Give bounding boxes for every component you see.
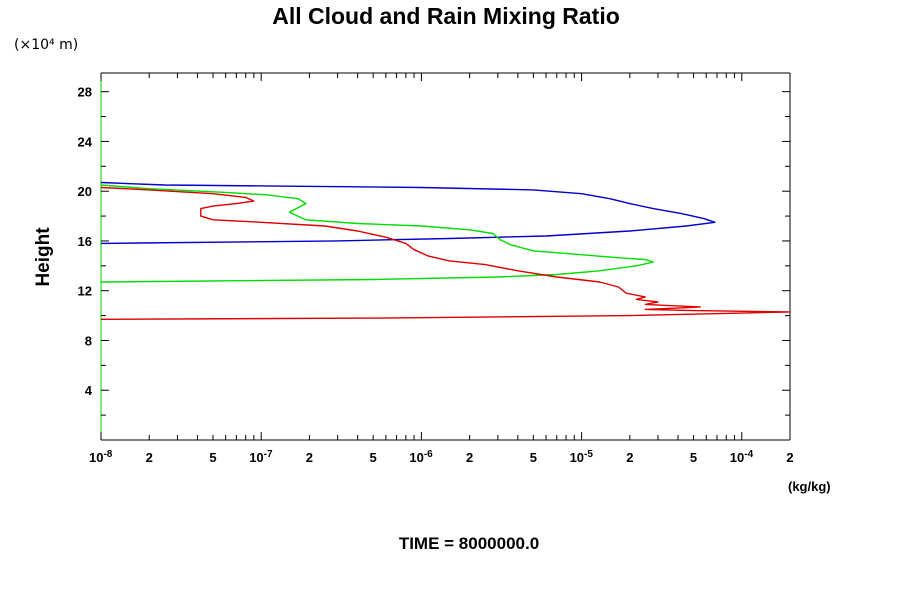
axis-ticks [100,73,791,440]
y-tick-label: 28 [78,85,92,100]
x-tick-label: 10-4 [730,449,754,465]
series-line-2 [100,184,654,283]
x-tick-label: 2 [786,450,793,465]
x-unit-label: (kg/kg) [788,479,831,494]
y-tick-label: 12 [78,284,92,299]
y-tick-label: 24 [78,134,93,149]
x-tick-label: 10-5 [570,449,594,465]
x-tick-label: 10-7 [249,449,273,465]
y-axis-label: Height [33,227,54,287]
x-tick-label: 2 [146,450,153,465]
x-tick-label: 2 [626,450,633,465]
series-line-3 [100,186,791,320]
time-label: TIME = 8000000.0 [399,534,539,553]
plot-frame [100,72,791,441]
x-tick-label: 10-8 [89,449,113,465]
x-tick-label: 5 [370,450,377,465]
y-tick-label: 8 [85,333,92,348]
tick-labels: 4 8 12 16 20 24 28 10-8 2 5 10-7 2 5 10-6 2 5 10-5 2 5 10-4… [78,85,794,465]
y-unit-label: (×10⁴ m) [14,37,78,53]
x-tick-label: 5 [209,450,216,465]
y-tick-label: 16 [78,234,92,249]
y-tick-label: 20 [78,184,92,199]
series-line-1 [100,181,716,245]
series-lines [100,181,791,320]
x-tick-label: 2 [306,450,313,465]
x-tick-label: 5 [690,450,697,465]
x-tick-label: 10-6 [409,449,433,465]
x-tick-label: 5 [530,450,537,465]
x-tick-label: 2 [466,450,473,465]
chart-title: All Cloud and Rain Mixing Ratio [272,3,620,29]
y-tick-label: 4 [85,383,93,398]
